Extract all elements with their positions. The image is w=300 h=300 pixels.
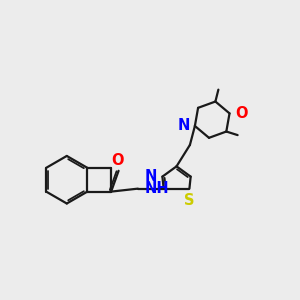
Text: S: S xyxy=(184,193,195,208)
Text: O: O xyxy=(111,153,123,168)
Text: N: N xyxy=(145,169,157,184)
Text: O: O xyxy=(235,106,247,121)
Text: N: N xyxy=(177,118,190,134)
Text: NH: NH xyxy=(144,181,169,196)
